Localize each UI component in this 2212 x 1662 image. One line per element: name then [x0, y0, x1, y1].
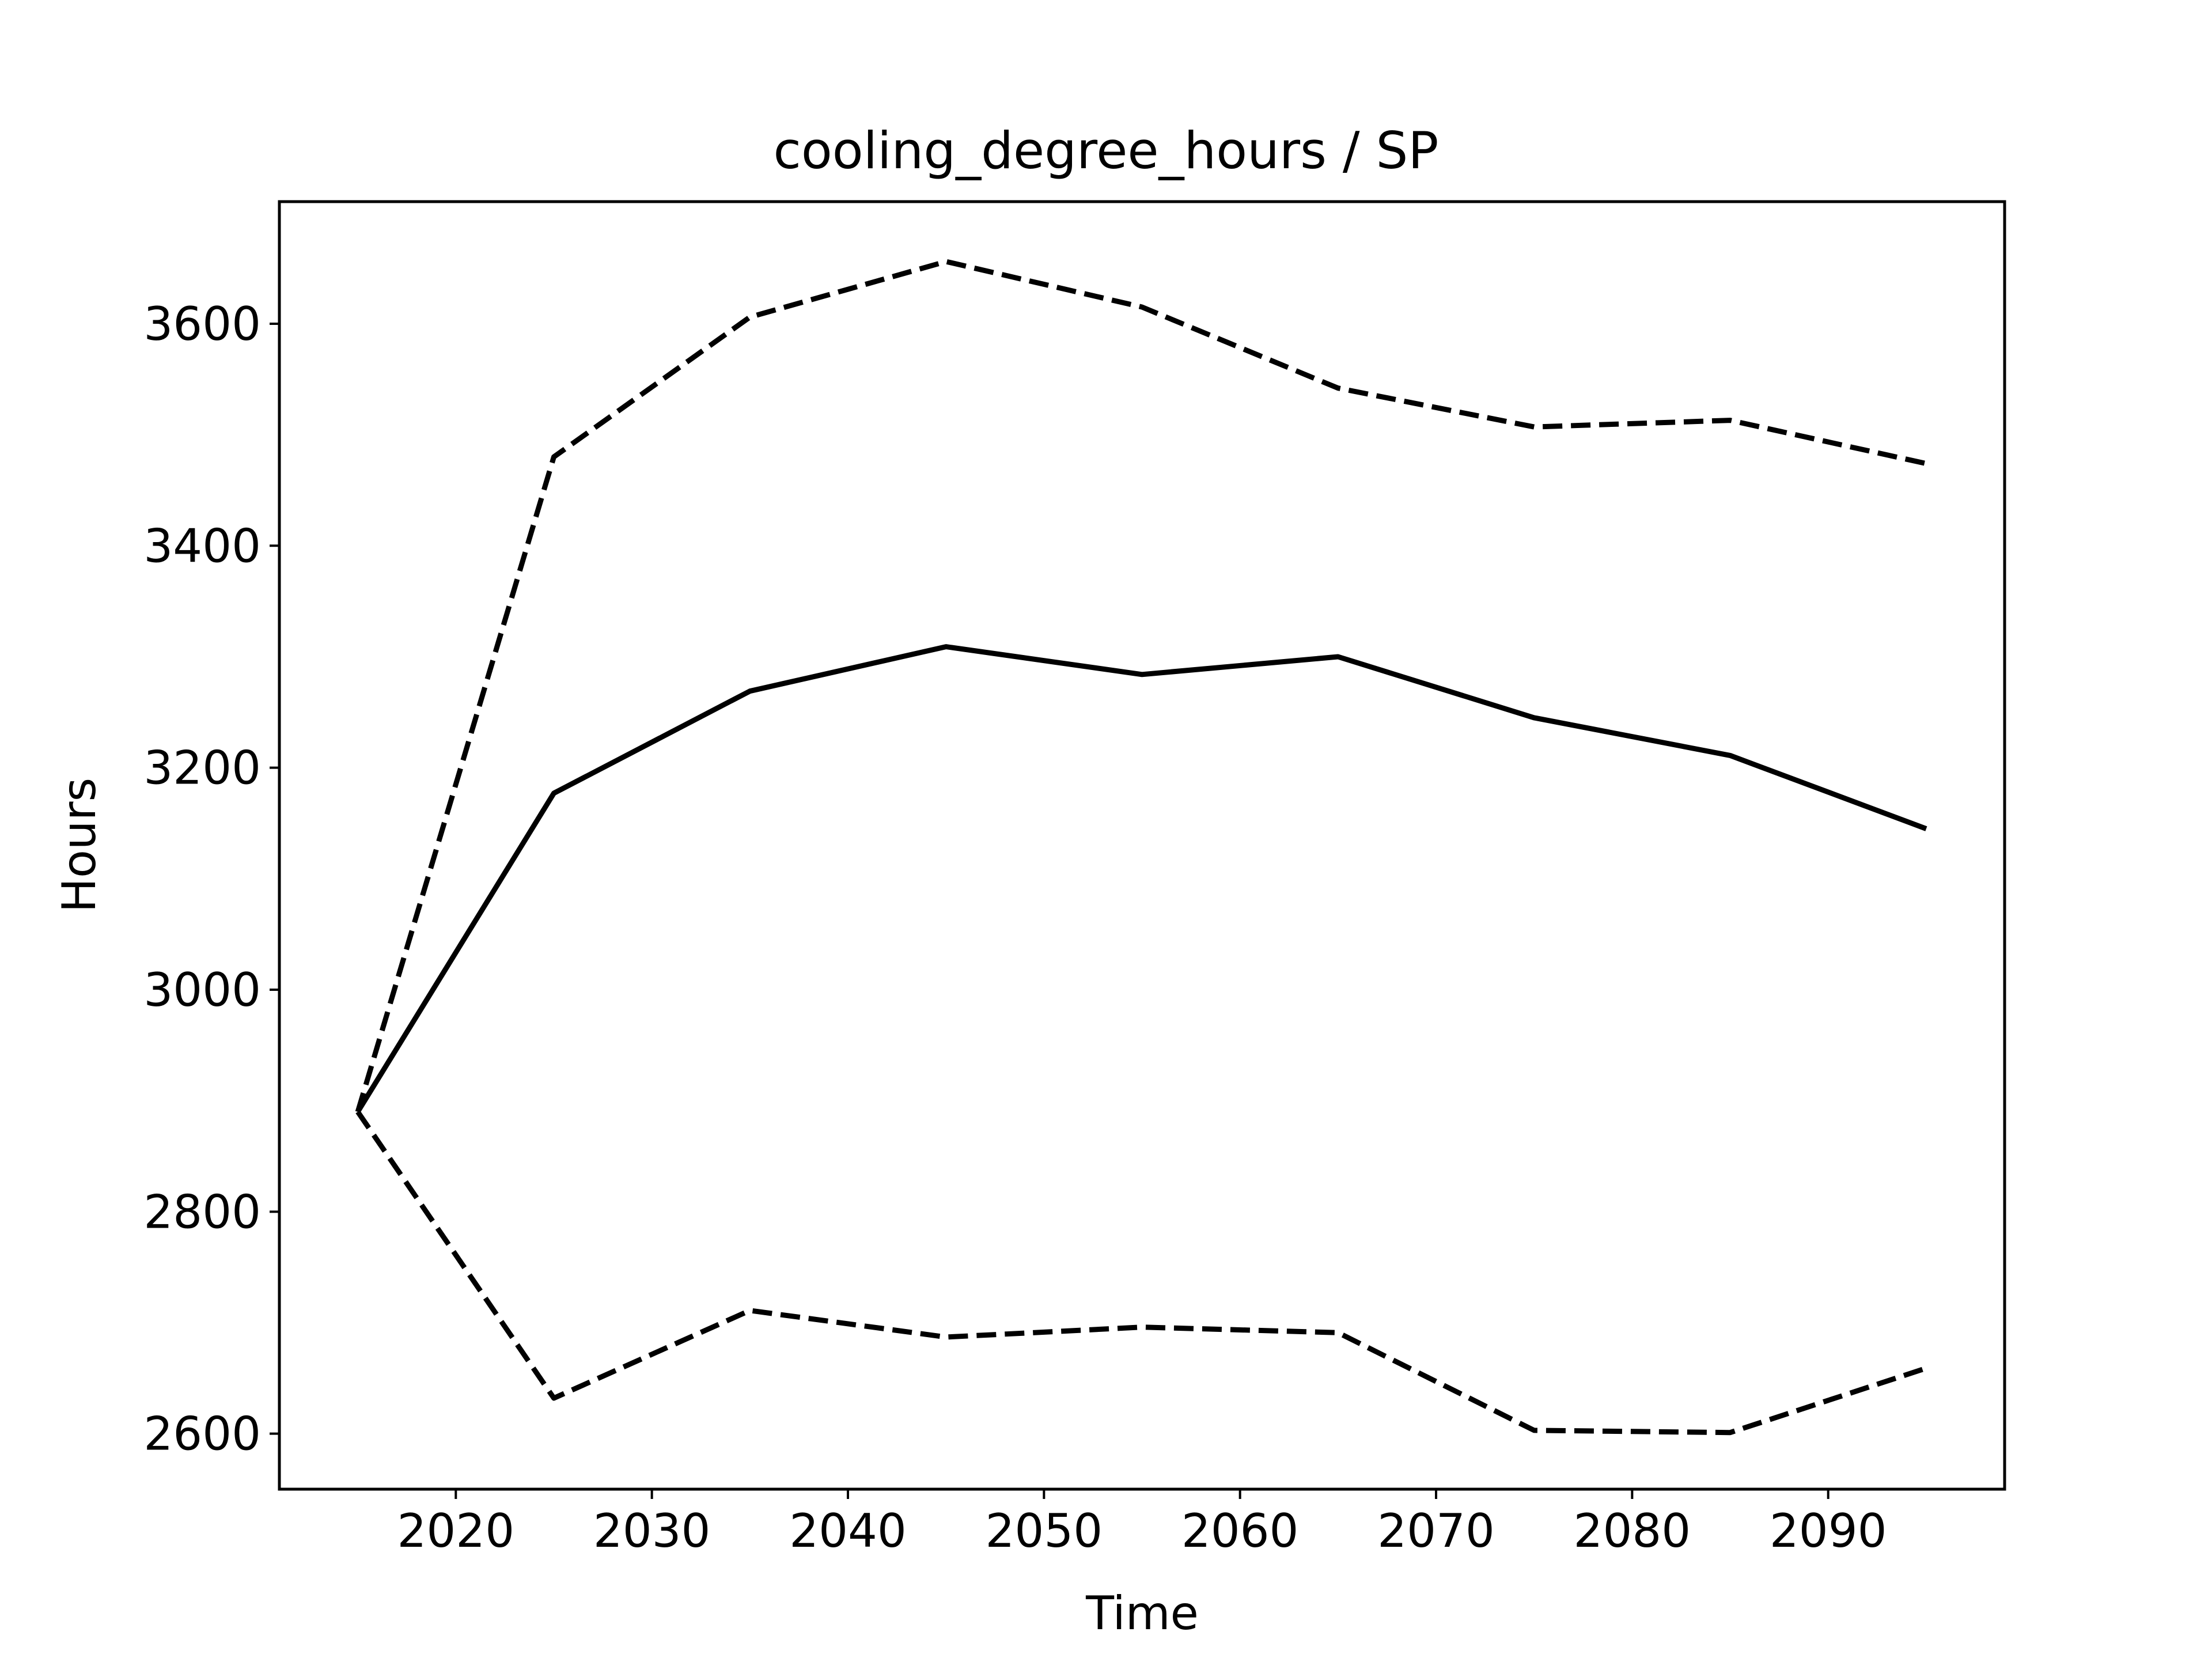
x-axis: 2020 2030 2040 2050 2060 2070 2080 2090 [397, 1489, 1887, 1558]
plot-area [355, 259, 1927, 1436]
x-axis-label: Time [1085, 1587, 1199, 1640]
y-tick-label: 3400 [143, 519, 261, 573]
x-tick-label: 2060 [1181, 1504, 1299, 1558]
series-line-dashed-1 [355, 259, 1927, 1113]
chart-title: cooling_degree_hours / SP [774, 121, 1439, 180]
x-tick-label: 2070 [1377, 1504, 1495, 1558]
y-tick-label: 3000 [143, 963, 261, 1017]
y-tick-label: 3200 [143, 741, 261, 795]
x-tick-label: 2090 [1770, 1504, 1887, 1558]
plot-frame [278, 200, 2006, 1491]
series-line-dashed-2 [355, 1110, 1927, 1436]
y-tick-label: 2600 [143, 1407, 261, 1461]
x-tick-label: 2080 [1574, 1504, 1691, 1558]
x-tick-label: 2030 [593, 1504, 711, 1558]
y-tick-label: 3600 [143, 297, 261, 351]
series-line-solid [355, 644, 1927, 1114]
x-tick-label: 2040 [789, 1504, 907, 1558]
y-tick-label: 2800 [143, 1185, 261, 1239]
y-axis-label: Hours [52, 778, 106, 913]
x-tick-label: 2050 [986, 1504, 1103, 1558]
y-axis: 2600 2800 3000 3200 3400 3600 [143, 297, 279, 1461]
x-tick-label: 2020 [397, 1504, 515, 1558]
